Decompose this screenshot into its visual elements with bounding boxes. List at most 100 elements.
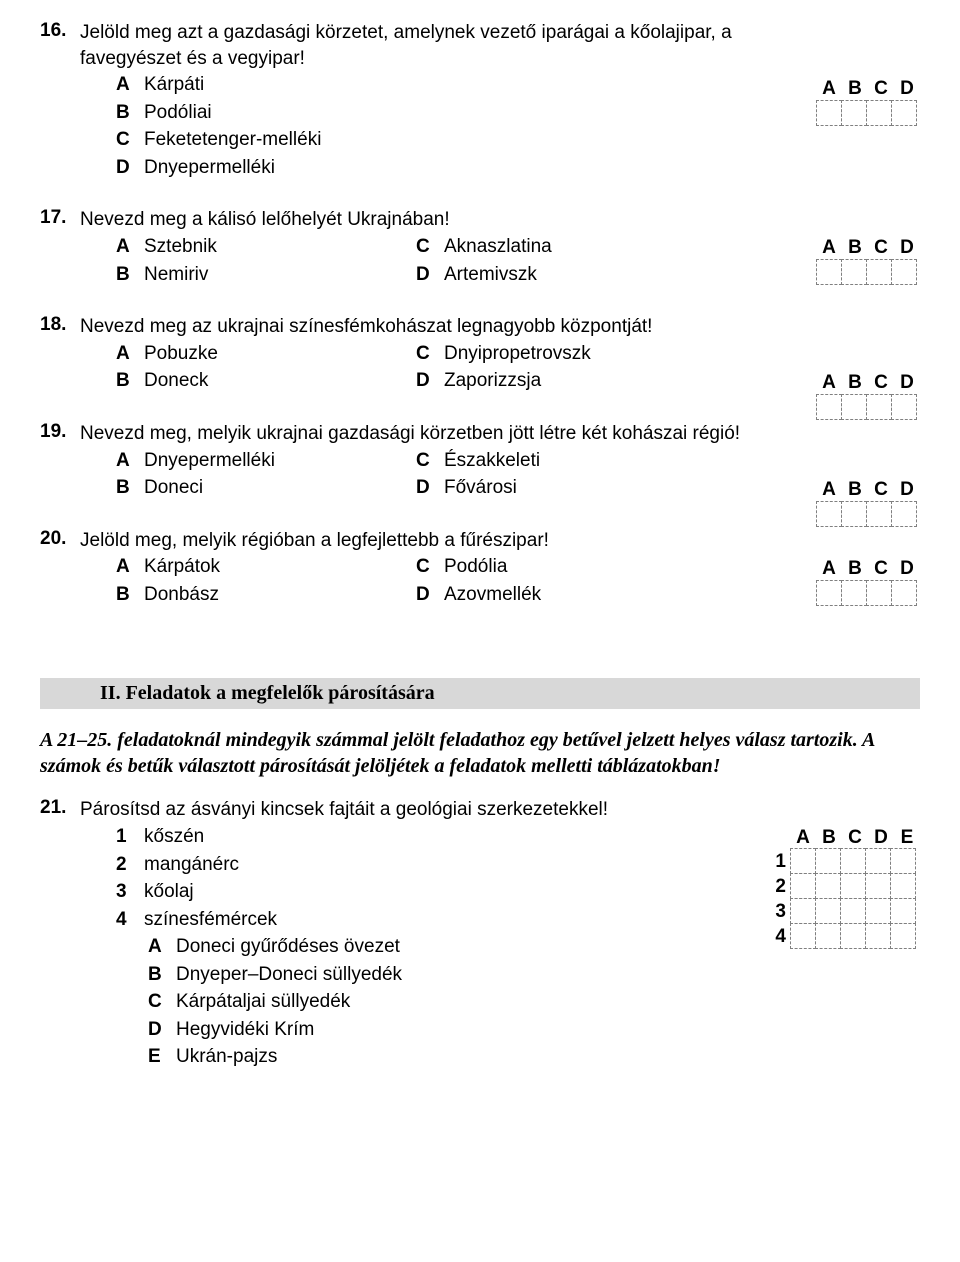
match-grid-row: 3 xyxy=(766,899,920,924)
grid-label: C xyxy=(868,479,894,501)
answer-box[interactable] xyxy=(790,923,816,949)
option-text: Kárpáti xyxy=(140,71,204,99)
option: BDoneci xyxy=(116,474,416,502)
answer-box[interactable] xyxy=(790,848,816,874)
answer-box[interactable] xyxy=(865,923,891,949)
option-letter: A xyxy=(116,71,140,99)
grid-label: B xyxy=(816,827,842,849)
answer-box[interactable] xyxy=(841,259,867,285)
match-letter-options: ADoneci gyűrődéses övezet BDnyeper–Donec… xyxy=(148,933,920,1071)
option: CDnyipropetrovszk xyxy=(416,340,591,368)
option-text: Feketetenger-melléki xyxy=(140,126,321,154)
answer-box[interactable] xyxy=(890,898,916,924)
answer-box[interactable] xyxy=(866,580,892,606)
question-number: 19. xyxy=(40,421,74,443)
option-letter: D xyxy=(416,581,440,609)
option-text: Doneck xyxy=(140,367,208,395)
answer-box[interactable] xyxy=(890,848,916,874)
option-letter: E xyxy=(148,1043,172,1071)
question-row: 18. Nevezd meg az ukrajnai színesfémkohá… xyxy=(40,314,920,340)
options-col: ASztebnik BNemiriv xyxy=(116,233,416,288)
option: AKárpáti xyxy=(116,71,920,99)
answer-box[interactable] xyxy=(866,259,892,285)
grid-label: C xyxy=(868,558,894,580)
answer-box[interactable] xyxy=(840,898,866,924)
answer-grid-header: A B C D xyxy=(816,237,920,259)
answer-box[interactable] xyxy=(841,100,867,126)
option-letter: C xyxy=(416,447,440,475)
answer-box[interactable] xyxy=(866,501,892,527)
option: ADnyepermelléki xyxy=(116,447,416,475)
question-text: Nevezd meg az ukrajnai színesfémkohászat… xyxy=(74,314,760,340)
answer-box[interactable] xyxy=(840,848,866,874)
answer-box[interactable] xyxy=(865,848,891,874)
answer-box[interactable] xyxy=(816,580,842,606)
grid-label: C xyxy=(868,372,894,394)
section-heading: II. Feladatok a megfelelők párosítására xyxy=(40,678,920,709)
answer-grid-boxes xyxy=(816,394,920,420)
answer-box[interactable] xyxy=(891,501,917,527)
option: APobuzke xyxy=(116,340,416,368)
option-letter: D xyxy=(416,367,440,395)
options-col: AKárpátok BDonbász xyxy=(116,553,416,608)
options-col: CDnyipropetrovszk DZaporizzsja xyxy=(416,340,591,395)
option-text: Nemiriv xyxy=(140,261,208,289)
answer-box[interactable] xyxy=(865,873,891,899)
answer-box[interactable] xyxy=(865,898,891,924)
option-text: Doneci gyűrődéses övezet xyxy=(172,933,400,961)
answer-box[interactable] xyxy=(816,100,842,126)
answer-box[interactable] xyxy=(841,394,867,420)
answer-box[interactable] xyxy=(891,580,917,606)
answer-box[interactable] xyxy=(840,923,866,949)
answer-box[interactable] xyxy=(816,394,842,420)
answer-box[interactable] xyxy=(840,873,866,899)
option: DAzovmellék xyxy=(416,581,541,609)
answer-box[interactable] xyxy=(815,923,841,949)
option-text: Podólia xyxy=(440,553,507,581)
option-text: Dnyepermelléki xyxy=(140,154,275,182)
section-instructions: A 21–25. feladatoknál mindegyik számmal … xyxy=(40,727,920,779)
options-col: CÉszakkeleti DFővárosi xyxy=(416,447,540,502)
answer-box[interactable] xyxy=(866,100,892,126)
grid-label: D xyxy=(868,827,894,849)
option-letter: B xyxy=(116,367,140,395)
option-number: 4 xyxy=(116,906,140,934)
option-text: Kárpátok xyxy=(140,553,220,581)
option: BDonbász xyxy=(116,581,416,609)
option-letter: B xyxy=(116,99,140,127)
answer-grid-19: A B C D xyxy=(816,479,920,527)
answer-box[interactable] xyxy=(891,394,917,420)
answer-box[interactable] xyxy=(890,873,916,899)
match-row-label: 3 xyxy=(766,901,790,923)
answer-box[interactable] xyxy=(891,100,917,126)
grid-label: A xyxy=(816,78,842,100)
answer-box[interactable] xyxy=(866,394,892,420)
match-grid-header: A B C D E xyxy=(790,827,920,849)
answer-grid-header: A B C D xyxy=(816,558,920,580)
options: ASztebnik BNemiriv CAknaszlatina DArtemi… xyxy=(116,233,920,288)
grid-label: A xyxy=(790,827,816,849)
answer-box[interactable] xyxy=(841,580,867,606)
answer-box[interactable] xyxy=(815,898,841,924)
question-17: A B C D 17. Nevezd meg a kálisó lelőhely… xyxy=(40,207,920,288)
answer-box[interactable] xyxy=(815,873,841,899)
grid-label: B xyxy=(842,237,868,259)
option-letter: A xyxy=(116,553,140,581)
option: CPodólia xyxy=(416,553,541,581)
answer-box[interactable] xyxy=(790,898,816,924)
answer-box[interactable] xyxy=(815,848,841,874)
options: APobuzke BDoneck CDnyipropetrovszk DZapo… xyxy=(116,340,920,395)
answer-box[interactable] xyxy=(841,501,867,527)
answer-grid-boxes xyxy=(816,100,920,126)
grid-label: D xyxy=(894,558,920,580)
option-letter: D xyxy=(416,474,440,502)
answer-box[interactable] xyxy=(816,501,842,527)
option: DFővárosi xyxy=(416,474,540,502)
question-row: 19. Nevezd meg, melyik ukrajnai gazdaság… xyxy=(40,421,920,447)
match-row-boxes xyxy=(790,849,916,874)
option: CKárpátaljai süllyedék xyxy=(148,988,920,1016)
answer-box[interactable] xyxy=(790,873,816,899)
answer-box[interactable] xyxy=(891,259,917,285)
answer-box[interactable] xyxy=(816,259,842,285)
answer-box[interactable] xyxy=(890,923,916,949)
